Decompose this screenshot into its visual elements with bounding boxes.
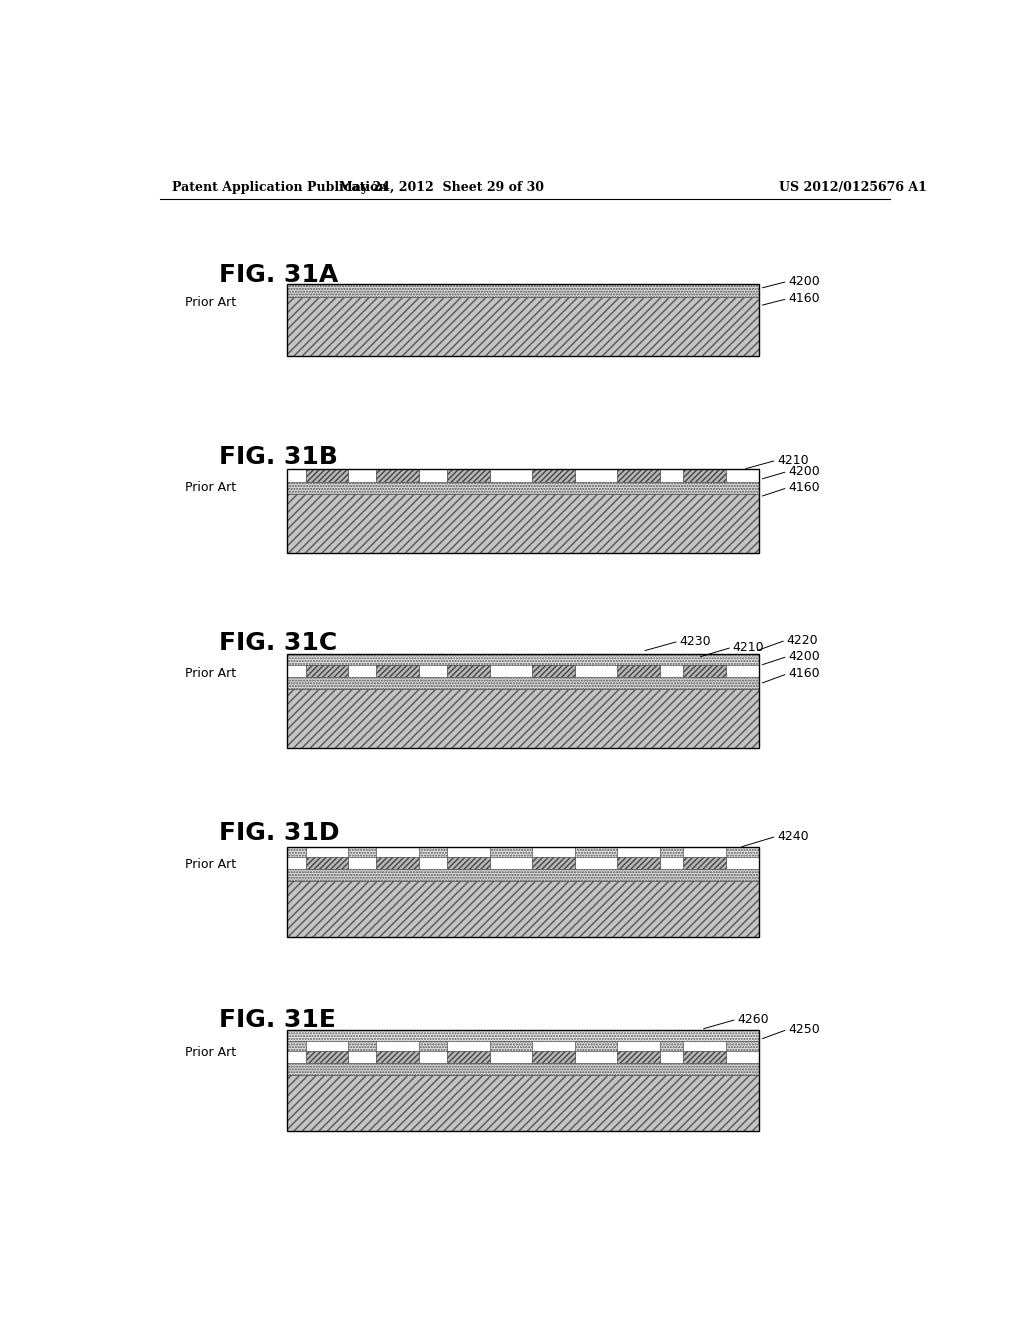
Text: 4250: 4250 bbox=[788, 1023, 820, 1036]
Bar bbox=[419, 1040, 447, 1051]
Bar bbox=[377, 664, 419, 677]
Bar bbox=[287, 880, 759, 937]
Text: 4200: 4200 bbox=[788, 649, 820, 663]
Bar bbox=[287, 1076, 759, 1131]
Bar bbox=[447, 664, 489, 677]
Text: FIG. 31E: FIG. 31E bbox=[219, 1008, 336, 1032]
Bar bbox=[287, 1031, 759, 1131]
Bar bbox=[726, 846, 759, 857]
Text: 4210: 4210 bbox=[777, 454, 809, 467]
Bar bbox=[683, 470, 726, 482]
Bar bbox=[287, 482, 759, 494]
Text: Prior Art: Prior Art bbox=[185, 1047, 237, 1060]
Bar bbox=[617, 470, 659, 482]
Bar bbox=[287, 677, 759, 689]
Text: Prior Art: Prior Art bbox=[185, 858, 237, 871]
Bar bbox=[348, 846, 377, 857]
Bar bbox=[287, 846, 759, 937]
Bar bbox=[574, 1040, 617, 1051]
Bar bbox=[532, 857, 574, 869]
Text: Patent Application Publication: Patent Application Publication bbox=[172, 181, 387, 194]
Text: 4160: 4160 bbox=[788, 292, 820, 305]
Text: 4230: 4230 bbox=[680, 635, 712, 648]
Text: Prior Art: Prior Art bbox=[185, 667, 237, 680]
Bar bbox=[377, 470, 419, 482]
Bar bbox=[489, 846, 532, 857]
Bar bbox=[532, 1051, 574, 1063]
Bar bbox=[348, 1040, 377, 1051]
Text: FIG. 31A: FIG. 31A bbox=[219, 263, 339, 288]
Bar bbox=[447, 857, 489, 869]
Bar bbox=[287, 869, 759, 880]
Bar bbox=[726, 1040, 759, 1051]
Text: FIG. 31B: FIG. 31B bbox=[219, 445, 338, 469]
Bar bbox=[377, 1051, 419, 1063]
Text: 4200: 4200 bbox=[788, 465, 820, 478]
Bar bbox=[287, 655, 759, 748]
Text: 4200: 4200 bbox=[788, 275, 820, 288]
Bar bbox=[287, 655, 759, 664]
Bar bbox=[287, 470, 759, 553]
Bar bbox=[683, 664, 726, 677]
Bar bbox=[532, 470, 574, 482]
Bar bbox=[287, 494, 759, 553]
Bar bbox=[305, 857, 348, 869]
Bar bbox=[287, 284, 759, 355]
Bar bbox=[617, 857, 659, 869]
Bar bbox=[287, 1063, 759, 1076]
Bar bbox=[287, 284, 759, 297]
Bar bbox=[447, 470, 489, 482]
Text: 4220: 4220 bbox=[786, 634, 818, 647]
Bar bbox=[287, 1040, 305, 1051]
Text: May 24, 2012  Sheet 29 of 30: May 24, 2012 Sheet 29 of 30 bbox=[339, 181, 544, 194]
Text: 4160: 4160 bbox=[788, 482, 820, 494]
Text: Prior Art: Prior Art bbox=[185, 296, 237, 309]
Text: FIG. 31D: FIG. 31D bbox=[219, 821, 340, 845]
Bar bbox=[287, 846, 305, 857]
Bar bbox=[489, 1040, 532, 1051]
Bar bbox=[287, 689, 759, 748]
Bar bbox=[532, 664, 574, 677]
Bar bbox=[287, 297, 759, 355]
Bar bbox=[574, 846, 617, 857]
Bar bbox=[305, 470, 348, 482]
Bar bbox=[683, 857, 726, 869]
Bar bbox=[305, 1051, 348, 1063]
Text: FIG. 31C: FIG. 31C bbox=[219, 631, 338, 655]
Bar bbox=[659, 1040, 683, 1051]
Bar bbox=[287, 1031, 759, 1040]
Text: Prior Art: Prior Art bbox=[185, 482, 237, 494]
Bar bbox=[419, 846, 447, 857]
Bar bbox=[617, 664, 659, 677]
Text: 4240: 4240 bbox=[777, 830, 809, 843]
Bar bbox=[447, 1051, 489, 1063]
Bar bbox=[617, 1051, 659, 1063]
Bar bbox=[683, 1051, 726, 1063]
Bar bbox=[305, 664, 348, 677]
Bar bbox=[377, 857, 419, 869]
Text: 4210: 4210 bbox=[733, 640, 764, 653]
Text: 4160: 4160 bbox=[788, 667, 820, 680]
Text: US 2012/0125676 A1: US 2012/0125676 A1 bbox=[778, 181, 927, 194]
Bar bbox=[659, 846, 683, 857]
Text: 4260: 4260 bbox=[737, 1012, 769, 1026]
